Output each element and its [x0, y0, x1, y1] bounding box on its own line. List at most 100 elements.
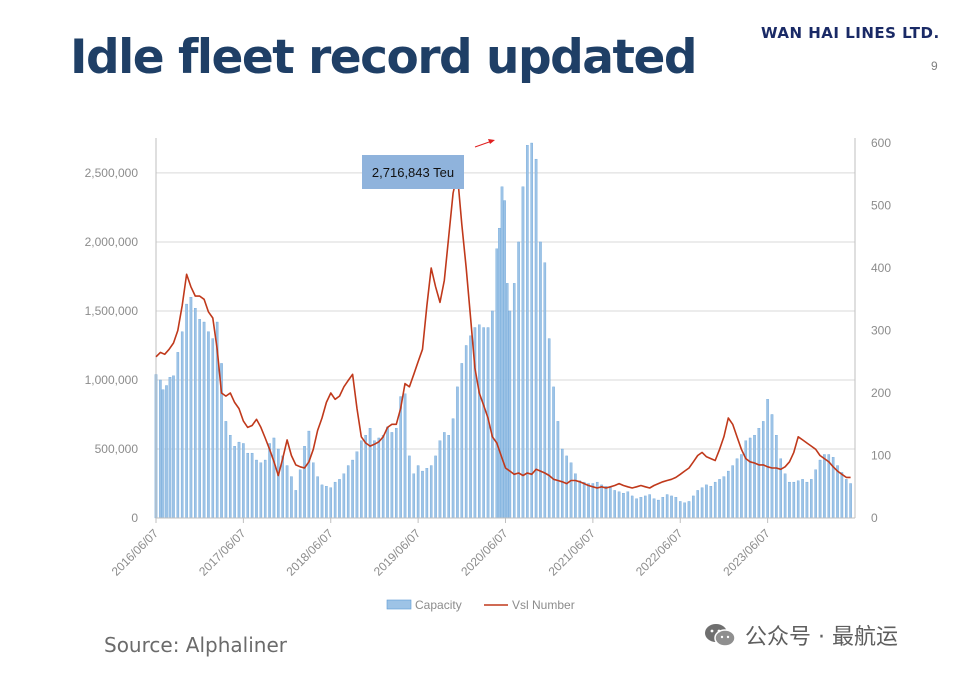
capacity-bar [801, 479, 804, 519]
capacity-bar [744, 440, 748, 519]
capacity-bar [412, 473, 416, 519]
capacity-bar [775, 435, 778, 519]
capacity-bar [810, 479, 813, 519]
capacity-bar [443, 432, 446, 519]
capacity-bar [333, 481, 337, 519]
capacity-bar [517, 241, 520, 519]
capacity-bar [635, 498, 638, 519]
capacity-bar [498, 227, 501, 519]
capacity-bar [285, 465, 289, 519]
capacity-bar [530, 142, 533, 519]
x-tick-label: 2023/06/07 [720, 526, 773, 579]
x-tick-label: 2018/06/07 [284, 526, 337, 579]
capacity-bar [665, 494, 669, 519]
capacity-bar [482, 327, 485, 519]
capacity-bar [399, 396, 402, 519]
capacity-bar [312, 462, 315, 519]
capacity-bar [159, 379, 162, 519]
x-tick-label: 2022/06/07 [633, 526, 686, 579]
capacity-bar [788, 481, 791, 519]
capacity-bar [259, 462, 263, 519]
capacity-bar [735, 458, 739, 519]
capacity-bar [351, 459, 354, 519]
vsl-number-line [155, 173, 851, 489]
y-left-tick-label: 1,500,000 [85, 304, 139, 318]
capacity-bar [364, 435, 367, 519]
capacity-bar [827, 454, 831, 519]
wechat-icon [705, 624, 736, 647]
capacity-bar [395, 428, 398, 519]
capacity-bar [373, 440, 376, 519]
capacity-bar [207, 331, 210, 519]
x-tick-label: 2019/06/07 [371, 526, 424, 579]
capacity-bar [661, 497, 665, 519]
capacity-bar [709, 486, 713, 519]
capacity-bar [503, 200, 506, 519]
capacity-bar [176, 352, 180, 519]
y-right-tick-label: 0 [871, 511, 878, 525]
capacity-bar [639, 497, 643, 519]
y-right-tick-label: 200 [871, 386, 891, 400]
capacity-bar [648, 494, 651, 519]
capacity-bar [508, 310, 512, 519]
capacity-bar [796, 480, 800, 519]
capacity-bar [460, 363, 464, 519]
capacity-bar [674, 497, 678, 519]
capacity-bar [290, 476, 293, 519]
capacity-bar [381, 435, 385, 519]
capacity-bar [521, 186, 525, 519]
capacity-bar [805, 481, 809, 519]
capacity-bar [281, 455, 284, 519]
capacity-bar [657, 499, 660, 519]
capacity-bar [692, 495, 695, 519]
capacity-bar [748, 437, 752, 519]
capacity-bar [161, 389, 165, 519]
capacity-bar [469, 335, 472, 519]
capacity-bar [783, 473, 787, 519]
capacity-bar [779, 458, 783, 519]
capacity-bar [386, 426, 389, 519]
capacity-bar [505, 283, 509, 519]
capacity-bar [792, 481, 796, 519]
capacity-bar [770, 414, 774, 519]
capacity-bar [740, 454, 743, 519]
capacity-bar [582, 481, 586, 519]
y-right-tick-label: 300 [871, 324, 891, 338]
y-left-tick-label: 0 [131, 511, 138, 525]
capacity-bar [687, 501, 691, 519]
capacity-bar [587, 483, 590, 519]
capacity-bar [561, 448, 564, 519]
capacity-bar [250, 452, 254, 519]
capacity-bar [626, 491, 630, 519]
capacity-bar [526, 145, 529, 519]
capacity-bar [556, 421, 560, 519]
capacity-bar [600, 484, 603, 519]
capacity-bar [224, 421, 228, 519]
y-right-tick-label: 100 [871, 449, 891, 463]
capacity-bar [757, 428, 761, 519]
capacity-bar [425, 468, 429, 519]
capacity-bar [390, 432, 394, 519]
slide-title: Idle fleet record updated [70, 30, 697, 85]
capacity-bar [591, 483, 595, 519]
capacity-bar [840, 472, 844, 519]
capacity-bar [320, 484, 324, 519]
capacity-bar [338, 479, 341, 519]
page-number: 9 [931, 59, 938, 73]
capacity-bar [447, 435, 450, 519]
x-tick-label: 2020/06/07 [458, 526, 511, 579]
capacity-bar [814, 469, 817, 519]
capacity-bar [202, 321, 206, 519]
legend-swatch-capacity [386, 599, 412, 610]
capacity-bar [168, 377, 172, 519]
capacity-bar [307, 430, 311, 519]
capacity-bar [722, 476, 726, 519]
capacity-bar [180, 331, 184, 519]
capacity-bar [495, 248, 499, 519]
capacity-bar [547, 338, 551, 519]
capacity-bar [705, 484, 708, 519]
capacity-bar [670, 495, 673, 519]
capacity-bar [718, 479, 721, 519]
capacity-bar [617, 491, 621, 519]
capacity-bar [277, 448, 280, 519]
